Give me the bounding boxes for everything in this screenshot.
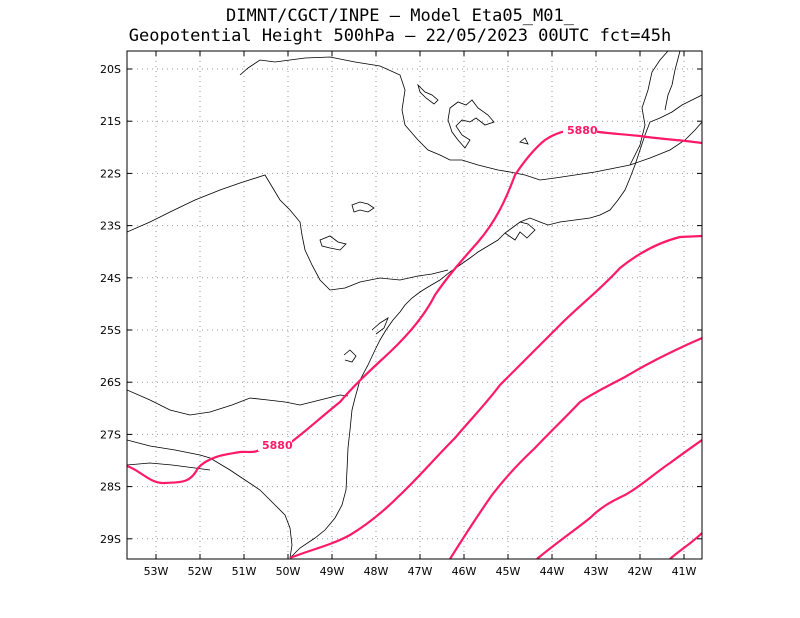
lon-tick-label: 50W — [276, 565, 301, 578]
lat-tick-label: 28S — [100, 481, 121, 494]
map-title-line1: DIMNT/CGCT/INPE – Model Eta05_M01_ — [226, 6, 574, 26]
state-border — [127, 174, 449, 291]
lon-tick-label: 51W — [232, 565, 257, 578]
graticule — [127, 51, 702, 559]
lat-tick-label: 23S — [100, 220, 121, 233]
height-contours — [127, 128, 702, 559]
lat-tick-label: 22S — [100, 167, 121, 180]
contour-label-bg — [563, 123, 597, 136]
lat-tick-label: 27S — [100, 428, 121, 441]
lon-tick-label: 49W — [320, 565, 345, 578]
lon-tick-label: 45W — [496, 565, 521, 578]
lon-tick-label: 44W — [540, 565, 565, 578]
lon-tick-label: 52W — [188, 565, 213, 578]
lon-tick-label: 46W — [452, 565, 477, 578]
contour-label: 5880 — [262, 439, 293, 452]
coastlines-and-borders — [127, 51, 702, 559]
contour-label-bg — [258, 438, 292, 451]
lon-tick-label: 48W — [364, 565, 389, 578]
lat-tick-label: 26S — [100, 376, 121, 389]
lon-tick-label: 43W — [584, 565, 609, 578]
contour-3 — [449, 337, 702, 559]
contour-label: 5880 — [567, 124, 598, 137]
map-title-line2: Geopotential Height 500hPa – 22/05/2023 … — [128, 26, 672, 46]
contour-4 — [536, 439, 702, 559]
coastline — [289, 94, 702, 559]
lon-tick-label: 53W — [144, 565, 169, 578]
lon-tick-label: 47W — [408, 565, 433, 578]
contour-5 — [669, 532, 702, 559]
lat-tick-label: 25S — [100, 324, 121, 337]
map-frame — [126, 50, 703, 560]
lat-tick-label: 29S — [100, 533, 121, 546]
lat-tick-label: 20S — [100, 63, 121, 76]
latitude-labels: 20S 21S 22S 23S 24S 25S 26S 27S 28S 29S — [100, 63, 121, 546]
lat-tick-label: 21S — [100, 115, 121, 128]
longitude-labels: 53W 52W 51W 50W 49W 48W 47W 46W 45W 44W 43W 42W 41W — [144, 565, 697, 578]
lat-tick-label: 24S — [100, 272, 121, 285]
lon-tick-label: 42W — [628, 565, 653, 578]
contour-2 — [289, 234, 702, 559]
lon-tick-label: 41W — [672, 565, 697, 578]
axis-ticks — [127, 51, 702, 559]
contour-5880 — [127, 128, 702, 485]
